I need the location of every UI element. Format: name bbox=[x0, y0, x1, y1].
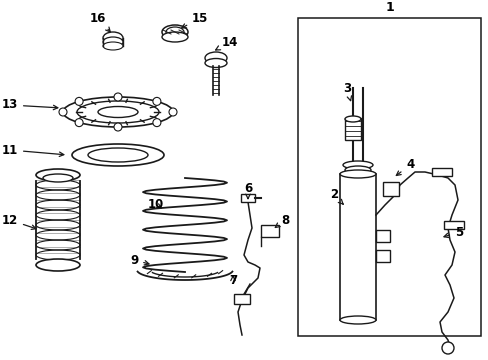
Bar bbox=[443, 221, 463, 229]
Bar bbox=[241, 194, 254, 202]
Text: 3: 3 bbox=[342, 81, 351, 101]
Text: 8: 8 bbox=[275, 213, 289, 228]
Text: 13: 13 bbox=[2, 99, 58, 112]
Ellipse shape bbox=[339, 170, 375, 178]
Text: 6: 6 bbox=[244, 181, 252, 199]
Ellipse shape bbox=[342, 161, 372, 169]
Circle shape bbox=[153, 98, 161, 105]
Ellipse shape bbox=[36, 259, 80, 271]
Circle shape bbox=[441, 342, 453, 354]
Text: 15: 15 bbox=[182, 12, 208, 28]
Bar bbox=[375, 250, 389, 262]
Ellipse shape bbox=[103, 32, 123, 44]
Ellipse shape bbox=[63, 97, 173, 127]
Ellipse shape bbox=[103, 37, 123, 47]
Ellipse shape bbox=[345, 116, 360, 122]
Ellipse shape bbox=[36, 169, 80, 181]
Ellipse shape bbox=[339, 316, 375, 324]
Circle shape bbox=[59, 108, 67, 116]
Circle shape bbox=[169, 108, 177, 116]
Bar bbox=[261, 225, 279, 237]
Bar bbox=[234, 294, 249, 304]
Text: 12: 12 bbox=[2, 213, 36, 229]
Ellipse shape bbox=[103, 42, 123, 50]
Ellipse shape bbox=[88, 148, 148, 162]
Circle shape bbox=[75, 118, 83, 127]
Bar bbox=[375, 230, 389, 242]
Text: 2: 2 bbox=[329, 189, 343, 204]
Bar bbox=[297, 18, 480, 336]
Text: 16: 16 bbox=[90, 12, 110, 32]
Text: 5: 5 bbox=[443, 225, 462, 238]
Text: 10: 10 bbox=[148, 198, 164, 211]
Text: 11: 11 bbox=[2, 144, 64, 157]
Text: 4: 4 bbox=[395, 158, 413, 175]
Bar bbox=[382, 182, 398, 196]
Ellipse shape bbox=[77, 101, 159, 123]
Ellipse shape bbox=[43, 174, 73, 182]
Circle shape bbox=[114, 123, 122, 131]
Text: 14: 14 bbox=[215, 36, 238, 50]
Circle shape bbox=[114, 93, 122, 101]
Ellipse shape bbox=[204, 52, 226, 64]
Ellipse shape bbox=[162, 25, 187, 39]
Text: 9: 9 bbox=[130, 253, 149, 266]
Ellipse shape bbox=[345, 166, 370, 174]
Bar bbox=[339, 174, 375, 320]
Bar bbox=[345, 118, 360, 140]
Circle shape bbox=[153, 118, 161, 127]
Text: 7: 7 bbox=[228, 274, 237, 287]
Ellipse shape bbox=[165, 27, 183, 37]
Circle shape bbox=[75, 98, 83, 105]
Ellipse shape bbox=[72, 144, 163, 166]
Ellipse shape bbox=[162, 32, 187, 42]
Text: 1: 1 bbox=[385, 1, 393, 14]
Bar bbox=[431, 168, 451, 176]
Ellipse shape bbox=[204, 58, 226, 68]
Ellipse shape bbox=[98, 107, 138, 117]
